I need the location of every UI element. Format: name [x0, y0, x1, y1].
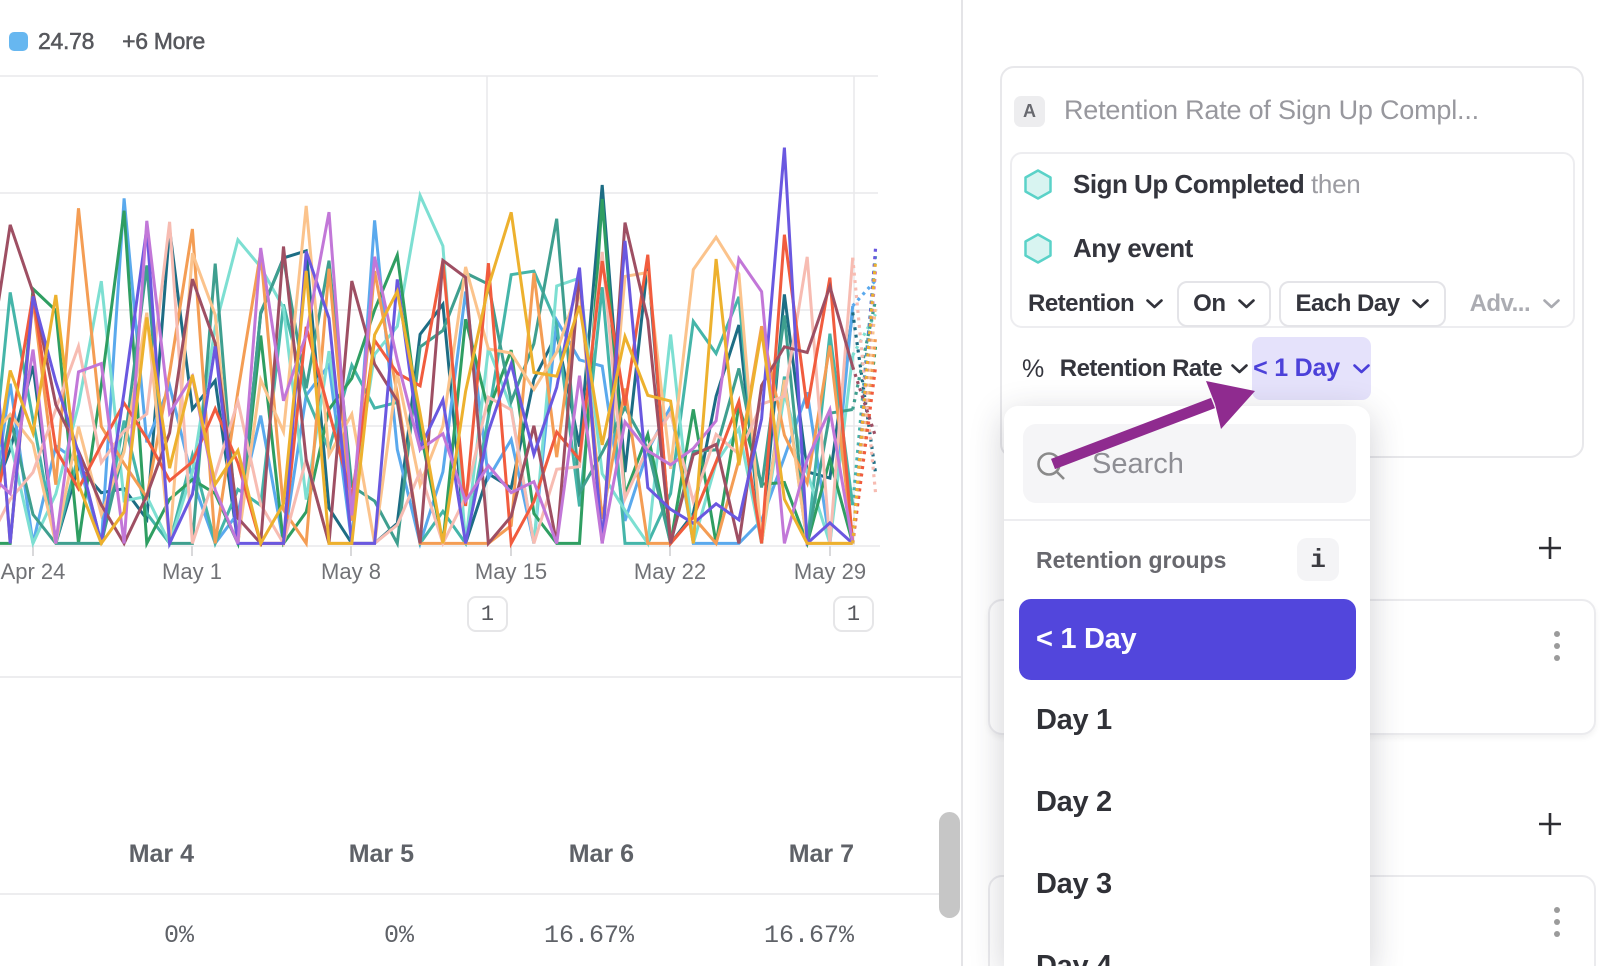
svg-text:May 1: May 1 [162, 559, 222, 584]
svg-text:May 29: May 29 [794, 559, 866, 584]
svg-text:May 22: May 22 [634, 559, 706, 584]
svg-text:May 8: May 8 [321, 559, 381, 584]
svg-text:May 15: May 15 [475, 559, 547, 584]
svg-text:Apr 24: Apr 24 [1, 559, 66, 584]
